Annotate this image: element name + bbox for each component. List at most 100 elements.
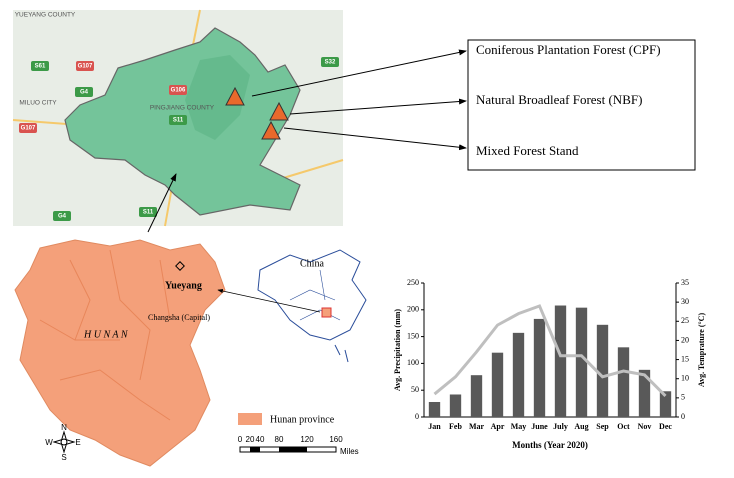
- bar: [470, 375, 483, 417]
- road-label: G107: [21, 126, 36, 132]
- scale-bar-fill: [250, 447, 260, 452]
- x-tick-label: May: [511, 422, 527, 431]
- scale-label: 40: [256, 435, 265, 444]
- road-badge: [75, 87, 93, 97]
- capital-label: Changsha (Capital): [148, 313, 210, 322]
- x-tick-label: Apr: [491, 422, 505, 431]
- site-marker: [261, 120, 281, 140]
- scale-label: 20: [246, 435, 255, 444]
- legend-swatch: [238, 413, 262, 425]
- road-badge: [31, 61, 49, 71]
- y2-tick-label: 35: [681, 278, 689, 287]
- y-tick-label: 0: [415, 412, 419, 421]
- site-label: Mixed Forest Stand: [476, 143, 579, 158]
- arrow: [217, 288, 321, 313]
- site-label: Natural Broadleaf Forest (NBF): [476, 92, 642, 107]
- y2-tick-label: 25: [681, 316, 689, 325]
- y-axis-title: Avg. Precipitation (mm): [393, 309, 402, 391]
- compass-label: W: [45, 438, 53, 447]
- scale-bar-fill: [279, 447, 307, 452]
- hunan-marker: [321, 307, 332, 318]
- x-tick-label: Sep: [596, 422, 609, 431]
- province-label: H U N A N: [83, 329, 129, 340]
- x-tick-label: Aug: [574, 422, 588, 431]
- y2-tick-label: 15: [681, 354, 689, 363]
- x-tick-label: Nov: [638, 422, 652, 431]
- arrow: [283, 127, 467, 151]
- legend-label: Hunan province: [270, 414, 335, 425]
- bar: [638, 369, 651, 417]
- road-badge: [169, 115, 187, 125]
- arrow: [147, 173, 177, 233]
- location-marker: [175, 261, 185, 271]
- x-tick-label: Dec: [659, 422, 672, 431]
- islands: [334, 344, 349, 363]
- y2-tick-label: 30: [681, 297, 689, 306]
- x-tick-label: Jan: [428, 422, 441, 431]
- y2-tick-label: 5: [681, 393, 685, 402]
- x-tick-label: Feb: [449, 422, 462, 431]
- compass-star: [52, 430, 76, 454]
- forest-area: [185, 55, 250, 140]
- road-label: G4: [58, 214, 67, 220]
- bar: [596, 324, 609, 417]
- x-axis-title: Months (Year 2020): [512, 440, 588, 450]
- site-marker: [225, 86, 245, 106]
- province-area: [14, 239, 226, 467]
- place-label: PINGJIANG COUNTY: [150, 105, 215, 112]
- road-label: S11: [143, 210, 154, 216]
- road-label: S32: [325, 60, 336, 66]
- bar: [659, 391, 672, 417]
- bar: [617, 347, 630, 417]
- y2-tick-label: 10: [681, 374, 689, 383]
- y2-tick-label: 20: [681, 335, 689, 344]
- road-badge: [53, 211, 71, 221]
- road-badge: [139, 207, 157, 217]
- bar: [449, 394, 462, 417]
- country-label: China: [300, 258, 324, 269]
- scale-label: 80: [275, 435, 284, 444]
- x-tick-label: Oct: [617, 422, 630, 431]
- road-badge: [169, 85, 187, 95]
- compass-label: S: [61, 453, 66, 462]
- compass-label: N: [61, 423, 67, 432]
- road-badge: [321, 57, 339, 67]
- scale-label: 120: [300, 435, 314, 444]
- bar: [491, 352, 504, 417]
- bar: [554, 305, 567, 417]
- city-label: Yueyang: [165, 280, 202, 291]
- road-label: G106: [171, 88, 186, 94]
- y-tick-label: 150: [407, 331, 419, 340]
- road-label: S11: [173, 118, 184, 124]
- arrow: [251, 49, 467, 97]
- bar: [428, 401, 441, 417]
- bar: [512, 332, 525, 417]
- site-legend: [467, 39, 696, 171]
- x-tick-label: July: [553, 422, 568, 431]
- scale-label: 0: [238, 435, 243, 444]
- scale-label: 160: [329, 435, 343, 444]
- place-label: YUEYANG COUNTY: [15, 12, 76, 19]
- y-tick-label: 50: [411, 385, 419, 394]
- temperature-line: [433, 304, 667, 398]
- road-badge: [19, 123, 37, 133]
- road-badge: [76, 61, 94, 71]
- y2-tick-label: 0: [681, 412, 685, 421]
- district-border: [39, 249, 171, 421]
- y-tick-label: 100: [407, 358, 419, 367]
- site-marker: [269, 101, 289, 121]
- country-outline: [257, 249, 367, 341]
- x-tick-label: Mar: [469, 422, 485, 431]
- bar: [575, 307, 588, 417]
- bar: [533, 318, 546, 417]
- road-label: G107: [78, 64, 93, 70]
- y2-axis-title: Avg. Temprature (°C): [697, 313, 706, 388]
- y-tick-label: 250: [407, 278, 419, 287]
- arrow: [289, 98, 467, 115]
- road-label: G4: [80, 90, 89, 96]
- compass-label: E: [75, 438, 80, 447]
- place-label: MILUO CITY: [19, 100, 57, 107]
- x-tick-label: June: [531, 422, 548, 431]
- road-label: S61: [35, 64, 46, 70]
